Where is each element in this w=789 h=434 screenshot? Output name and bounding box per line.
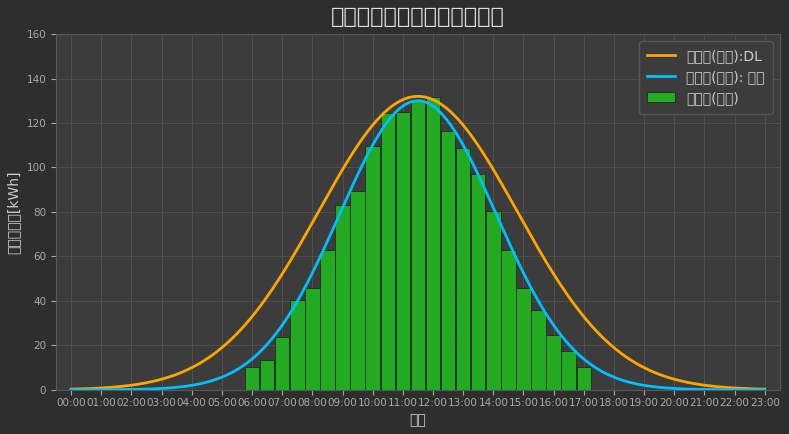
- Bar: [245, 367, 260, 390]
- 発電量(予測): 統計: (9.3, 90.9): 統計: (9.3, 90.9): [347, 185, 357, 190]
- 発電量(予測): 統計: (2.35, 0.265): 統計: (2.35, 0.265): [137, 387, 147, 392]
- Y-axis label: 発電電力量[kWh]: 発電電力量[kWh]: [7, 170, 21, 254]
- 発電量(予測): 統計: (10.1, 113): 統計: (10.1, 113): [372, 136, 381, 141]
- Bar: [486, 211, 500, 390]
- 発電量(予測):DL: [544, 263, 553, 268]
- Bar: [290, 300, 305, 390]
- Title: 太陽光発電予測と実績データ: 太陽光発電予測と実績データ: [331, 7, 505, 27]
- 発電量(予測):DL: [620, 354, 630, 359]
- 発電量(予測): 統計: (0, 0.00734): 統計: (0, 0.00734): [66, 387, 76, 392]
- Bar: [395, 112, 410, 390]
- Bar: [516, 288, 531, 390]
- Line: 発電量(予測):DL: 発電量(予測):DL: [71, 96, 765, 389]
- Bar: [411, 100, 425, 390]
- Bar: [441, 131, 455, 390]
- Bar: [456, 148, 470, 390]
- 発電量(予測):DL: [760, 387, 769, 392]
- 発電量(予測): 統計: (23, 0.00734): 統計: (23, 0.00734): [760, 387, 769, 392]
- Bar: [260, 360, 275, 390]
- Bar: [531, 310, 546, 390]
- Bar: [577, 367, 591, 390]
- Bar: [501, 250, 516, 390]
- 発電量(予測): 統計: (11.5, 130): 統計: (11.5, 130): [413, 98, 422, 103]
- Bar: [305, 288, 320, 390]
- Bar: [275, 337, 290, 390]
- Bar: [350, 191, 365, 390]
- 発電量(予測):DL: [66, 387, 76, 392]
- Bar: [365, 146, 380, 390]
- 発電量(予測):DL: [347, 152, 357, 158]
- 発電量(予測):DL: [413, 94, 422, 99]
- 発電量(予測): 統計: (18.4, 3.95): 統計: (18.4, 3.95): [620, 378, 630, 384]
- Line: 発電量(予測): 統計: 発電量(予測): 統計: [71, 101, 765, 390]
- Bar: [380, 113, 395, 390]
- Bar: [471, 174, 485, 390]
- Bar: [335, 205, 350, 390]
- 発電量(予測): 統計: (15.8, 32.8): 統計: (15.8, 32.8): [544, 314, 553, 319]
- Legend: 発電量(予測):DL, 発電量(予測): 統計, 発電量(実績): 発電量(予測):DL, 発電量(予測): 統計, 発電量(実績): [639, 41, 773, 114]
- Bar: [426, 97, 440, 390]
- 発電量(予測): 統計: (18, 5.95): 統計: (18, 5.95): [608, 374, 618, 379]
- Bar: [320, 250, 335, 390]
- 発電量(予測):DL: [137, 381, 147, 386]
- Bar: [547, 335, 561, 390]
- X-axis label: 時刻: 時刻: [409, 413, 426, 427]
- Bar: [562, 351, 576, 390]
- 発電量(予測):DL: [372, 118, 381, 123]
- 発電量(予測):DL: [608, 344, 618, 349]
